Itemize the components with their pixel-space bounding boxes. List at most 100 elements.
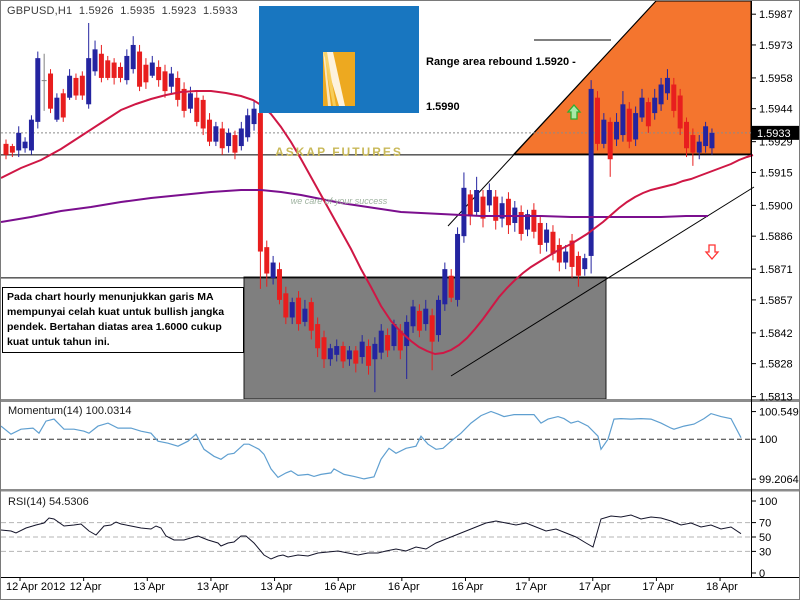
price-axis-label: 1.5915 [759, 167, 793, 179]
current-price-tag: 1.5933 [752, 125, 799, 140]
candle-body [137, 51, 143, 87]
time-axis-label: 13 Apr [133, 581, 165, 593]
momentum-axis-label: 100.5495 [759, 407, 800, 419]
candle-body [397, 330, 403, 351]
ma-fast-line[interactable] [1, 90, 754, 356]
candle-body [563, 251, 569, 263]
candle-body [60, 93, 66, 118]
candle-body [48, 73, 54, 109]
price-axis-label: 1.5886 [759, 231, 793, 243]
candle-body [22, 141, 28, 149]
candle-body [410, 306, 416, 327]
up-arrow-icon[interactable] [566, 104, 582, 120]
candle-body [696, 141, 702, 153]
candle-body [130, 44, 136, 70]
candle-body [677, 95, 683, 129]
range-annotation-line2: 1.5990 [426, 101, 460, 113]
candle-body [219, 128, 225, 149]
trendline-upper[interactable] [447, 1, 657, 227]
candle-body [423, 308, 429, 325]
candle-body [86, 58, 92, 105]
candle-body [601, 119, 607, 144]
time-axis-label: 16 Apr [388, 581, 420, 593]
candle-body [67, 75, 73, 98]
range-annotation[interactable]: Range area rebound 1.5920 - 1.5990 [426, 25, 586, 145]
candle-body [187, 93, 193, 109]
rsi-axis-label: 50 [759, 532, 771, 544]
candle-body [346, 350, 352, 360]
candle-body [79, 75, 85, 96]
time-axis-label: 17 Apr [579, 581, 611, 593]
candle-body [664, 77, 670, 94]
candle-body [709, 132, 715, 149]
rsi-label: RSI(14) 54.5306 [8, 496, 89, 508]
candle-body [283, 293, 289, 318]
price-axis-label: 1.5944 [759, 104, 793, 116]
candle-body [556, 244, 562, 263]
price-axis-label: 1.5958 [759, 73, 793, 85]
candle-body [684, 121, 690, 149]
candle-body [16, 132, 22, 151]
candle-body [639, 97, 645, 118]
candle-body [124, 55, 130, 81]
candle-body [366, 346, 372, 366]
candle-body [525, 214, 531, 230]
candle-body [690, 135, 696, 153]
time-axis-label: 17 Apr [642, 581, 674, 593]
trendline-lower[interactable] [450, 186, 755, 377]
candle-body [531, 209, 537, 232]
candle-body [569, 240, 575, 267]
logo-title: ASKAP FUTURES [275, 145, 403, 159]
time-axis-label: 12 Apr [70, 581, 102, 593]
range-annotation-line1: Range area rebound 1.5920 - [426, 56, 576, 68]
candle-body [117, 66, 123, 78]
candle-body [385, 335, 391, 351]
time-axis-label: 13 Apr [261, 581, 293, 593]
gray-consolidation-box[interactable] [243, 276, 607, 400]
candle-body [213, 126, 219, 142]
candle-body [493, 196, 499, 221]
candle-body [276, 269, 282, 300]
price-axis-label: 1.5813 [759, 392, 793, 404]
candle-body [308, 302, 314, 331]
candle-body [378, 330, 384, 353]
candle-body [92, 49, 98, 72]
candle-body [416, 310, 422, 331]
candle-body [442, 269, 448, 305]
time-axis-label: 12 Apr 2012 [6, 581, 65, 593]
price-axis-label: 1.5973 [759, 40, 793, 52]
ma-slow-line[interactable] [1, 189, 708, 223]
down-arrow-icon[interactable] [704, 244, 720, 260]
candle-body [359, 341, 365, 358]
candle-body [302, 308, 308, 322]
candle-body [162, 71, 168, 92]
candle-body [505, 198, 511, 226]
analysis-note[interactable]: Pada chart hourly menunjukkan garis MA m… [2, 287, 244, 353]
broker-logo: ASKAP FUTURES we care of your success [259, 6, 419, 206]
panel-separator-1[interactable] [1, 399, 800, 402]
rsi-axis: 100 70 50 30 0 [751, 496, 777, 580]
time-axis: 12 Apr 2012 12 Apr 13 Apr 13 Apr 13 Apr 16 Ap… [6, 577, 738, 593]
momentum-axis-label: 99.2064 [759, 474, 799, 486]
time-axis-label: 13 Apr [197, 581, 229, 593]
price-axis-label: 1.5857 [759, 295, 793, 307]
candle-body [372, 343, 378, 360]
candle-body [544, 229, 550, 243]
candle-body [645, 102, 651, 127]
momentum-line [1, 410, 742, 480]
candle-body [474, 190, 480, 212]
panel-separator-2[interactable] [1, 489, 800, 492]
candle-body [550, 231, 556, 254]
current-price-value: 1.5933 [757, 128, 791, 140]
candle-body [321, 337, 327, 360]
candle-body [232, 135, 238, 153]
candle-body [391, 324, 397, 347]
time-axis-label: 17 Apr [515, 581, 547, 593]
candle-body [257, 113, 263, 252]
candle-body [429, 315, 435, 342]
candlesticks [3, 22, 715, 393]
logo-tagline: we care of your success [290, 196, 388, 206]
candle-body [594, 97, 600, 144]
candle-body [671, 84, 677, 111]
